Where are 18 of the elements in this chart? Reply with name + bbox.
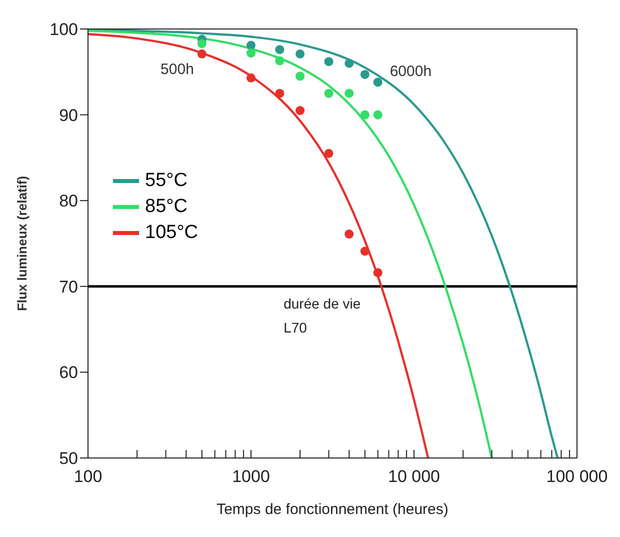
annotation: 6000h xyxy=(390,63,432,80)
y-tick-label: 80 xyxy=(59,192,78,211)
y-tick-label: 70 xyxy=(59,277,78,296)
x-tick-label: 10 000 xyxy=(388,467,440,486)
legend-label: 85°C xyxy=(145,196,188,218)
x-tick-label: 100 xyxy=(74,467,102,486)
annotation: 500h xyxy=(160,60,194,78)
ref-line-label: durée de vie L70 xyxy=(284,295,361,336)
y-tick-label: 60 xyxy=(59,363,78,382)
y-tick-label: 90 xyxy=(59,106,78,125)
y-axis-title: Flux lumineux (relatif) xyxy=(14,176,30,312)
legend-label: 105°C xyxy=(145,222,198,244)
x-tick-label: 1000 xyxy=(232,467,270,486)
y-tick-label: 50 xyxy=(59,449,78,468)
x-tick-label: 100 000 xyxy=(546,467,608,486)
legend-label: 55°C xyxy=(145,170,188,192)
y-tick-label: 100 xyxy=(50,20,78,40)
x-axis-title: Temps de fonctionnement (heures) xyxy=(216,501,448,518)
